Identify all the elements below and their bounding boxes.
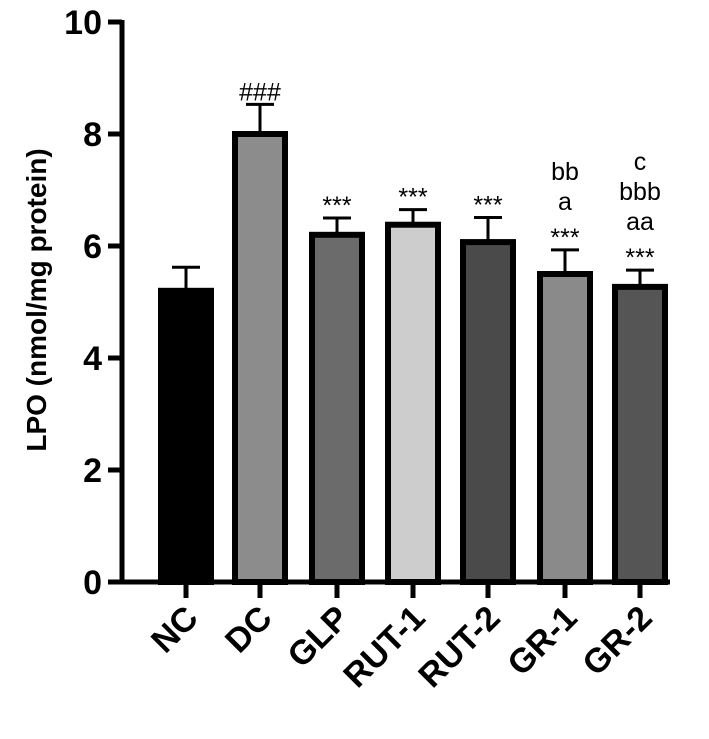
significance-label: bbb [619, 178, 661, 206]
y-tick-label: 4 [83, 340, 102, 378]
y-axis-label: LPO (nmol/mg protein) [21, 148, 52, 451]
x-category-label: RUT-2 [411, 599, 507, 695]
significance-label: a [558, 188, 572, 216]
x-category-label: GR-1 [500, 599, 584, 683]
x-category-label: DC [218, 599, 280, 661]
bar [385, 221, 441, 585]
significance-label: c [634, 148, 647, 176]
y-tick-labels: 0 2 4 6 8 10 [64, 4, 102, 602]
bar [537, 271, 593, 585]
significance-label: ### [239, 78, 281, 106]
significance-label: *** [550, 224, 579, 252]
bar [232, 131, 288, 585]
significance-label: *** [322, 192, 351, 220]
y-tick-label: 10 [64, 4, 102, 42]
error-bars [172, 102, 654, 291]
significance-label: *** [398, 184, 427, 212]
significance-label: *** [625, 244, 654, 272]
x-category-label: NC [144, 599, 206, 661]
significance-label: *** [473, 191, 502, 219]
x-category-label: GR-2 [575, 599, 659, 683]
bars [158, 131, 668, 586]
significance-label: bb [551, 158, 579, 186]
bar [158, 287, 214, 585]
bar [460, 239, 516, 586]
y-tick-label: 2 [83, 452, 102, 490]
y-tick-label: 0 [83, 564, 102, 602]
x-category-label: RUT-1 [336, 599, 432, 695]
bar [309, 231, 365, 586]
y-tick-label: 8 [83, 116, 102, 154]
bar [612, 283, 668, 585]
significance-label: aa [626, 208, 654, 236]
y-tick-label: 6 [83, 228, 102, 266]
